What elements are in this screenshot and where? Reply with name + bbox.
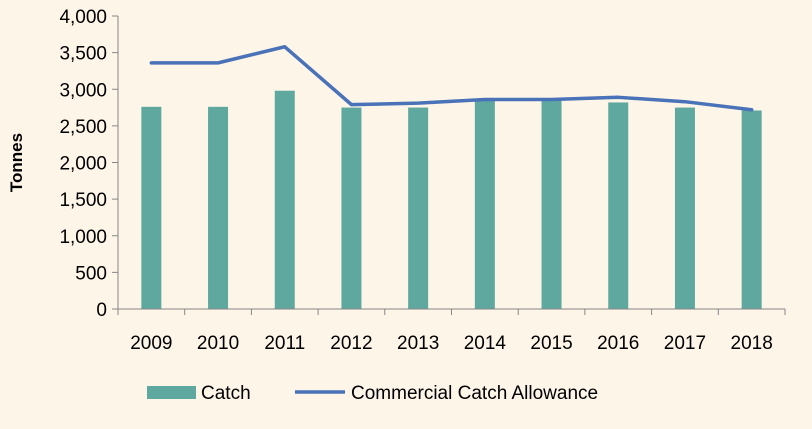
bar-catch-2015	[541, 99, 562, 309]
x-tick-label-2018: 2018	[731, 333, 773, 354]
bar-catch-2013	[408, 107, 429, 309]
bar-catch-2010	[208, 106, 229, 309]
x-tick-label-2011: 2011	[264, 333, 305, 354]
bar-catch-2016	[608, 102, 629, 309]
line-commercial-catch-allowance	[149, 45, 754, 112]
x-tick-label-2015: 2015	[530, 333, 572, 354]
legend-label-commercial-catch-allowance: Commercial Catch Allowance	[351, 383, 598, 404]
x-tick-label-2013: 2013	[397, 333, 439, 354]
bar-catch-2018	[741, 110, 762, 310]
y-tick-label: 1,500	[59, 190, 107, 211]
legend: Catch Commercial Catch Allowance	[147, 383, 598, 404]
bar-catch-2012	[341, 107, 362, 309]
y-tick-label: 500	[75, 263, 107, 284]
bar-catch-2009	[141, 106, 162, 309]
y-tick-label: 2,000	[59, 154, 107, 175]
legend-label-catch: Catch	[201, 383, 251, 404]
x-tick-label-2010: 2010	[197, 333, 239, 354]
legend-swatch-catch	[147, 386, 196, 399]
x-tick-label-2009: 2009	[130, 333, 172, 354]
x-tick-label-2014: 2014	[464, 333, 507, 354]
y-tick-label: 1,000	[59, 227, 107, 248]
bar-catch-2014	[474, 99, 495, 309]
y-tick-label: 4,000	[59, 7, 107, 28]
y-axis-title: Tonnes	[7, 133, 26, 192]
y-tick-label: 3,500	[59, 44, 107, 65]
line-layer	[149, 45, 754, 112]
y-tick-label: 2,500	[59, 117, 107, 138]
bar-catch-2011	[274, 90, 295, 309]
bars-layer	[141, 90, 762, 310]
bar-catch-2017	[674, 107, 695, 309]
y-tick-label: 0	[96, 300, 107, 321]
x-tick-label-2016: 2016	[597, 333, 639, 354]
axes-layer: 0 500 1,000 1,500 2,000 2,500 3,000 3,500 4,000 2…	[59, 7, 786, 354]
x-tick-label-2012: 2012	[330, 333, 372, 354]
y-tick-label: 3,000	[59, 80, 107, 101]
x-tick-label-2017: 2017	[664, 333, 706, 354]
